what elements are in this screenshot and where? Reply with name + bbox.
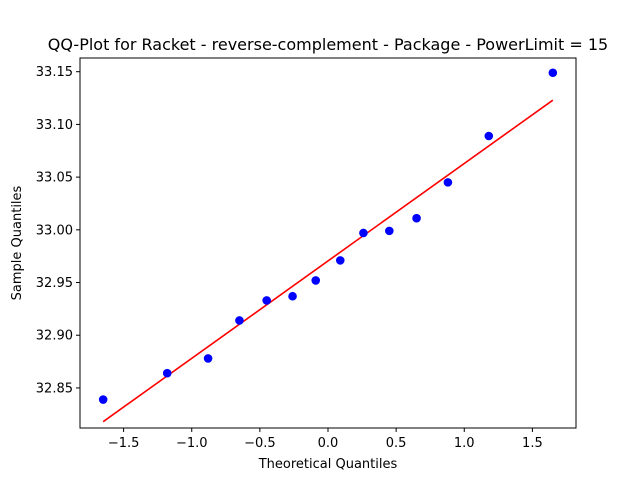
y-tick-label: 32.95	[36, 276, 73, 291]
x-axis-label: Theoretical Quantiles	[258, 457, 398, 472]
x-tick-label: 1.0	[454, 436, 475, 451]
data-point	[311, 276, 321, 285]
x-tick-label: 0.0	[318, 436, 339, 451]
x-tick-label: −1.0	[176, 436, 208, 451]
data-point	[235, 316, 244, 325]
data-point	[443, 178, 453, 187]
data-point	[162, 368, 172, 378]
y-tick-label: 33.00	[36, 223, 73, 238]
y-tick-label: 33.10	[36, 118, 73, 133]
y-axis-label: Sample Quantiles	[10, 185, 25, 300]
data-point	[335, 256, 345, 265]
y-axis-ticks: 32.85 32.90 32.95 33.00 33.05 33.10 33.15	[36, 65, 80, 396]
y-tick-label: 33.05	[36, 171, 73, 186]
y-tick-label: 32.90	[36, 329, 73, 344]
x-tick-label: −1.5	[108, 436, 140, 451]
data-point	[548, 68, 558, 78]
data-point	[484, 131, 494, 141]
data-point	[98, 395, 108, 404]
data-point	[412, 213, 421, 223]
data-point	[359, 228, 368, 238]
data-point	[385, 226, 394, 236]
data-point	[203, 354, 213, 363]
data-point	[288, 291, 297, 301]
reference-line	[102, 99, 554, 423]
x-tick-label: −0.5	[244, 436, 276, 451]
x-tick-label: 0.5	[386, 436, 407, 451]
axes-frame	[79, 57, 577, 429]
chart-title: QQ-Plot for Racket - reverse-complement …	[48, 35, 608, 54]
data-point	[262, 296, 271, 305]
x-tick-label: 1.5	[522, 436, 543, 451]
y-tick-label: 32.85	[36, 381, 73, 396]
x-axis-ticks: −1.5 −1.0 −0.5 0.0 0.5 1.0 1.5	[108, 428, 543, 451]
plot-marks	[98, 68, 558, 423]
y-tick-label: 33.15	[36, 65, 73, 80]
